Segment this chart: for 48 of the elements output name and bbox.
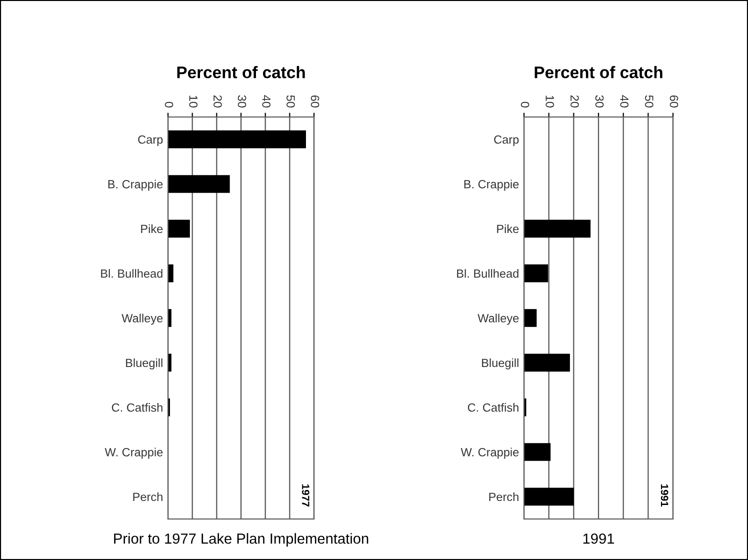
y-tick-label: Carp [138, 135, 163, 146]
y-tick-label: C. Catfish [112, 403, 162, 412]
bar [168, 130, 306, 148]
chart-title: Percent of catch [177, 66, 305, 78]
y-tick-label: B. Crappie [464, 180, 519, 191]
chart-title: Percent of catch [534, 66, 662, 78]
x-tick-label: 50 [645, 95, 654, 108]
bar [524, 220, 591, 238]
x-tick-label: 30 [595, 95, 604, 108]
x-tick-label: 10 [546, 96, 554, 108]
y-tick-label: Bl. Bullhead [457, 269, 518, 278]
y-tick-label: Pike [497, 224, 519, 234]
y-tick-label: B. Crappie [108, 180, 163, 191]
bar [524, 488, 574, 506]
y-tick-label: Bluegill [126, 358, 162, 370]
x-tick-label: 50 [286, 95, 295, 108]
y-tick-label: W. Crappie [460, 448, 519, 459]
bar [524, 354, 570, 372]
y-tick-label: C. Catfish [468, 403, 518, 412]
x-tick-label: 40 [620, 95, 629, 108]
y-tick-label: Bl. Bullhead [101, 269, 162, 278]
annotation: 1991 [660, 484, 668, 507]
y-tick-label: Carp [494, 135, 519, 146]
x-tick-label: 60 [670, 95, 678, 108]
x-tick-label: 0 [520, 102, 530, 108]
x-tick-label: 20 [214, 95, 222, 108]
x-tick-label: 30 [238, 95, 246, 108]
bar [524, 443, 551, 461]
y-tick-label: Walleye [478, 314, 519, 325]
x-tick-label: 10 [189, 96, 198, 108]
y-tick-label: Perch [489, 492, 518, 502]
x-tick-label: 0 [164, 102, 174, 108]
bar [168, 264, 174, 282]
y-tick-label: W. Crappie [104, 448, 163, 459]
bar [524, 309, 537, 327]
bar [168, 220, 190, 238]
y-tick-label: Pike [141, 224, 163, 234]
annotation: 1977 [302, 484, 310, 506]
y-tick-label: Bluegill [482, 358, 518, 370]
text: Prior to 1977 Lake Plan Implementation [114, 533, 368, 547]
y-tick-label: Perch [133, 492, 162, 502]
x-tick-label: 60 [310, 95, 320, 108]
x-tick-label: 40 [262, 95, 271, 108]
bar [524, 264, 548, 282]
x-tick-label: 20 [570, 95, 579, 108]
y-tick-label: Walleye [122, 314, 163, 325]
bar [168, 175, 230, 193]
text: 1991 [583, 533, 614, 544]
